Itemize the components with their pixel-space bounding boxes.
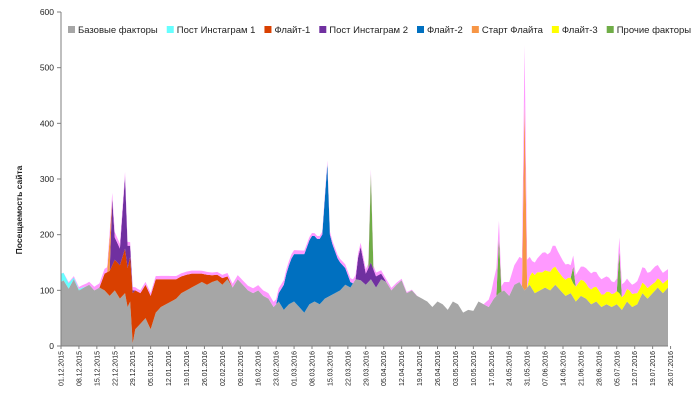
x-tick-label: 08.12.2015 [76, 351, 83, 386]
x-tick-label: 01.03.2016 [292, 351, 299, 386]
x-tick-label: 03.05.2016 [453, 351, 460, 386]
x-tick-label: 26.07.2016 [668, 351, 675, 386]
x-tick-label: 29.03.2016 [363, 351, 370, 386]
legend-label-1: Пост Инстаграм 1 [177, 25, 256, 36]
series-area-8 [61, 45, 668, 313]
legend-swatch-3 [319, 26, 327, 33]
y-tick-label: 600 [40, 7, 54, 17]
y-tick-label: 100 [40, 285, 54, 295]
y-tick-label: 500 [40, 63, 54, 73]
legend-label-0: Базовые факторы [78, 25, 158, 36]
x-tick-label: 29.12.2015 [130, 351, 137, 386]
x-tick-label: 09.02.2016 [238, 351, 245, 386]
legend: Базовые факторы Пост Инстаграм 1 Флайт-1 По… [68, 25, 692, 36]
legend-label-3: Пост Инстаграм 2 [329, 25, 408, 36]
x-tick-label: 22.12.2015 [112, 351, 119, 386]
x-tick-label: 10.05.2016 [471, 351, 478, 386]
x-tick-label: 26.01.2016 [202, 351, 209, 386]
x-tick-label: 12.01.2016 [166, 351, 173, 386]
x-tick-label: 19.07.2016 [650, 351, 657, 386]
legend-label-6: Флайт-3 [562, 25, 598, 36]
x-tick-label: 05.01.2016 [148, 351, 155, 386]
x-tick-label: 31.05.2016 [525, 351, 532, 386]
legend-swatch-2 [264, 26, 272, 33]
legend-label-5: Старт Флайта [482, 25, 544, 36]
x-tick-label: 14.06.2016 [560, 351, 567, 386]
y-tick-label: 400 [40, 118, 54, 128]
y-tick-label: 200 [40, 230, 54, 240]
plot-area [61, 45, 668, 346]
x-tick-label: 01.12.2015 [59, 351, 66, 386]
series-area-0 [61, 279, 668, 346]
y-axis-title: Посещаемость сайта [14, 165, 24, 254]
x-tick-label: 07.06.2016 [543, 351, 550, 386]
x-tick-label: 22.03.2016 [345, 351, 352, 386]
x-axis-ticks: 01.12.2015 08.12.2015 15.12.2015 22.12.2015… [59, 346, 675, 386]
x-tick-label: 19.04.2016 [417, 351, 424, 386]
x-tick-label: 26.04.2016 [435, 351, 442, 386]
y-tick-label: 0 [49, 341, 54, 351]
x-tick-label: 28.06.2016 [596, 351, 603, 386]
legend-swatch-0 [68, 26, 75, 33]
legend-swatch-1 [166, 26, 174, 33]
x-tick-label: 12.04.2016 [399, 351, 406, 386]
x-tick-label: 05.04.2016 [381, 351, 388, 386]
y-tick-label: 300 [40, 174, 54, 184]
x-tick-label: 15.12.2015 [94, 351, 101, 386]
x-tick-label: 15.03.2016 [327, 351, 334, 386]
legend-swatch-5 [471, 26, 479, 33]
x-tick-label: 05.07.2016 [614, 351, 621, 386]
x-tick-label: 12.07.2016 [632, 351, 639, 386]
y-axis-ticks: 0 100 200 300 400 500 600 [40, 7, 61, 351]
x-tick-label: 19.01.2016 [184, 351, 191, 386]
legend-label-4: Флайт-2 [427, 25, 463, 36]
x-tick-label: 02.02.2016 [220, 351, 227, 386]
legend-label-2: Флайт-1 [274, 25, 310, 36]
legend-label-7: Прочие факторы [617, 25, 692, 36]
x-tick-label: 08.03.2016 [309, 351, 316, 386]
x-tick-label: 21.06.2016 [578, 351, 585, 386]
axes [60, 12, 668, 347]
x-tick-label: 16.02.2016 [256, 351, 263, 386]
x-tick-label: 23.02.2016 [274, 351, 281, 386]
x-tick-label: 17.05.2016 [489, 351, 496, 386]
x-tick-label: 24.05.2016 [507, 351, 514, 386]
legend-swatch-6 [551, 26, 559, 33]
legend-swatch-7 [606, 26, 614, 33]
legend-swatch-4 [417, 26, 424, 33]
